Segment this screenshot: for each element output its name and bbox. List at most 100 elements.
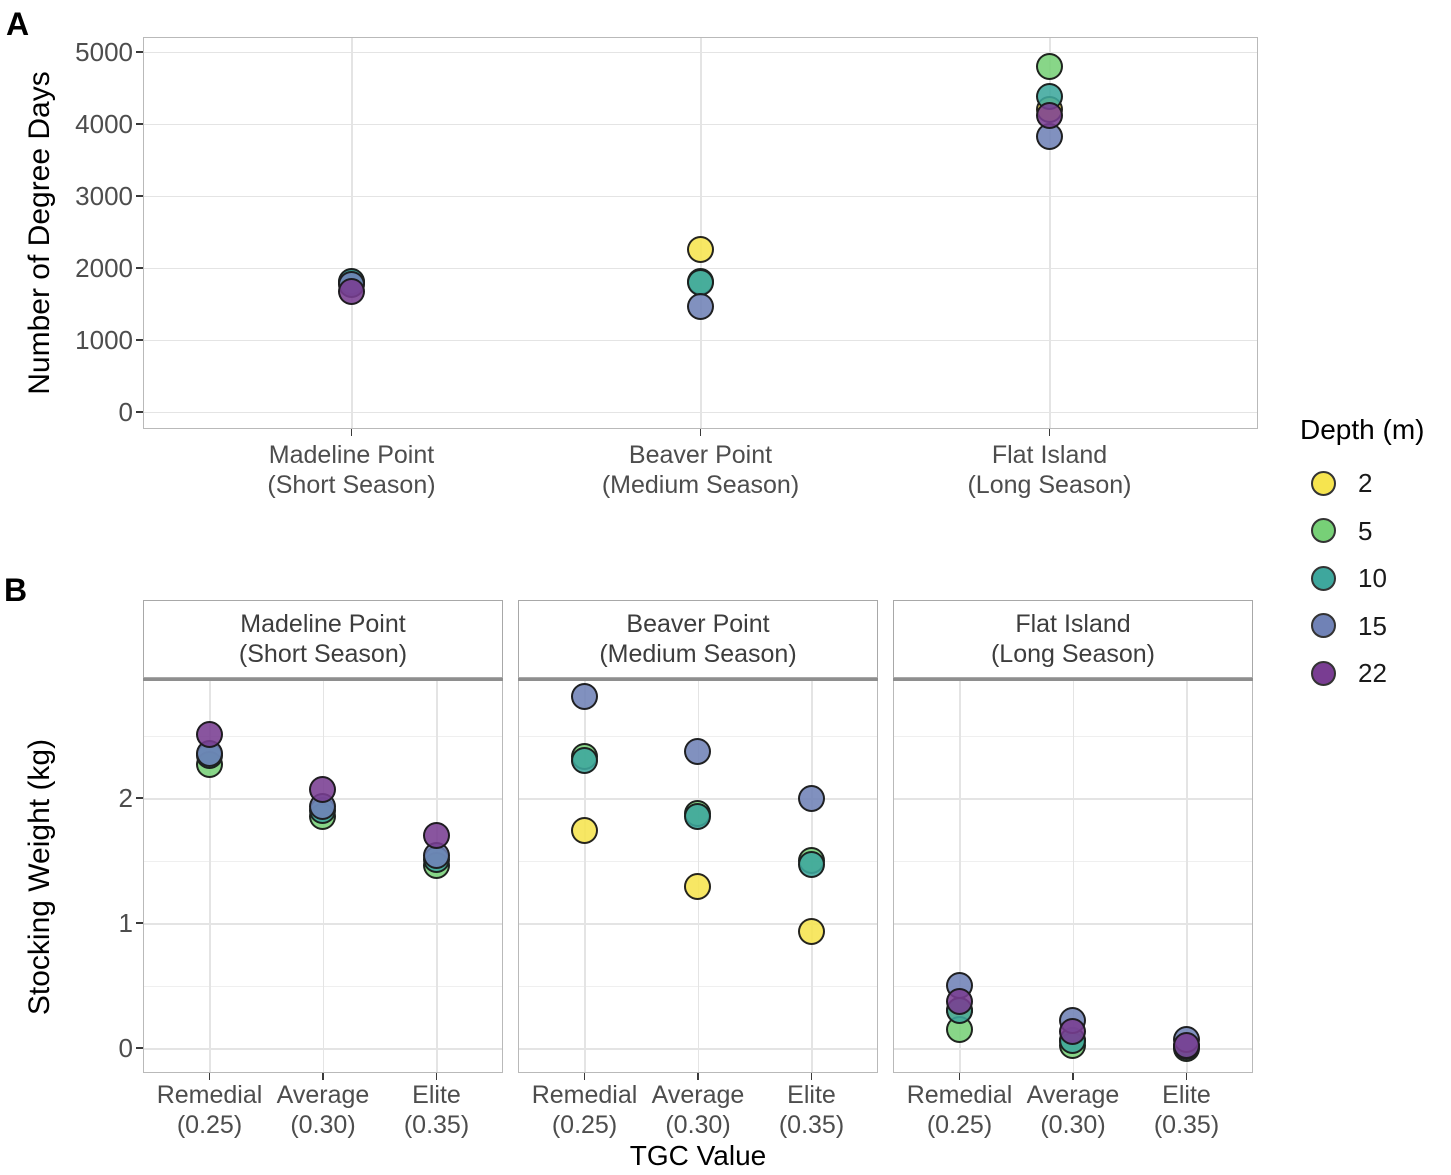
x-axis-tick xyxy=(350,429,353,436)
y-axis-tick-label: 1 xyxy=(118,908,133,938)
legend-label: 22 xyxy=(1358,658,1387,688)
data-point-depth-15 xyxy=(797,784,825,812)
data-point-depth-22 xyxy=(337,278,365,306)
panel-b-x-category-label-line: (0.25) xyxy=(176,1111,243,1139)
panel-b-x-category-label-line: Elite xyxy=(1162,1081,1211,1109)
panel-b-x-category-label: Remedial (0.25) xyxy=(870,1080,1050,1140)
gridline-major-vertical xyxy=(584,681,586,1072)
facet-strip-label-line: Flat Island xyxy=(1015,610,1131,638)
panel-b-x-category-label: Remedial (0.25) xyxy=(495,1080,675,1140)
y-axis-tick-label: 1000 xyxy=(75,325,133,355)
data-point-depth-15 xyxy=(684,738,711,766)
data-point-depth-22 xyxy=(422,822,450,849)
panel-b-x-category-label-line: Average xyxy=(276,1081,370,1109)
legend-label: 2 xyxy=(1358,468,1373,498)
panel-a-x-category-label-line: (Long Season) xyxy=(967,471,1132,499)
y-axis-tick-label: 0 xyxy=(118,397,133,427)
panel-b-facet-plot-area xyxy=(518,681,878,1073)
y-axis-tick-label: 0 xyxy=(118,1033,133,1063)
data-point-depth-2 xyxy=(684,873,711,901)
panel-b-x-category-label-line: Elite xyxy=(787,1081,836,1109)
facet-strip-bottom-bar xyxy=(518,677,878,682)
legend-swatch-depth-22 xyxy=(1311,660,1336,686)
panel-b-x-category-label-line: Remedial xyxy=(156,1081,263,1109)
panel-b-x-category-label: Average (0.30) xyxy=(233,1080,413,1140)
data-point-depth-22 xyxy=(1059,1018,1086,1046)
gridline-major-vertical xyxy=(322,681,324,1072)
y-axis-tick xyxy=(136,51,143,53)
panel-b-x-category-label-line: (0.25) xyxy=(926,1111,993,1139)
panel-b-x-category-label-line: Remedial xyxy=(906,1081,1013,1109)
facet-strip-label: Beaver Point (Medium Season) xyxy=(518,600,878,678)
y-axis-tick-label: 4000 xyxy=(75,109,133,139)
gridline-major-vertical xyxy=(959,681,961,1072)
y-axis-tick-label: 2 xyxy=(118,783,133,813)
panel-b-x-category-label: Remedial (0.25) xyxy=(120,1080,300,1140)
panel-b-x-axis-title: TGC Value xyxy=(629,1140,767,1171)
panel-b-letter: B xyxy=(4,572,28,608)
y-axis-tick xyxy=(136,411,143,413)
panel-b-x-category-label: Average (0.30) xyxy=(983,1080,1163,1140)
panel-b-x-category-label-line: (0.35) xyxy=(1153,1111,1220,1139)
y-axis-tick xyxy=(136,1047,143,1049)
facet-strip-label-line: (Long Season) xyxy=(990,640,1155,668)
panel-b-facet-plot-area xyxy=(893,681,1253,1073)
panel-b-x-category-label-line: (0.25) xyxy=(551,1111,618,1139)
x-axis-tick xyxy=(322,1073,324,1080)
facet-strip-label: Madeline Point (Short Season) xyxy=(143,600,503,678)
panel-b-x-category-label-line: (0.30) xyxy=(665,1111,731,1139)
y-axis-tick-label: 5000 xyxy=(75,37,133,67)
data-point-depth-10 xyxy=(797,850,825,878)
x-axis-tick xyxy=(958,1073,961,1080)
legend-swatch-depth-2 xyxy=(1311,470,1336,496)
x-axis-tick xyxy=(435,1073,438,1080)
y-axis-tick-label: 2000 xyxy=(75,253,133,283)
panel-a-x-category-label-line: Flat Island xyxy=(991,441,1108,469)
data-point-depth-22 xyxy=(309,775,336,803)
data-point-depth-2 xyxy=(797,918,825,946)
data-point-depth-22 xyxy=(945,988,973,1016)
facet-strip-bottom-bar xyxy=(893,677,1253,682)
panel-b-x-category-label-line: (0.35) xyxy=(403,1111,470,1139)
panel-a-x-category-label: Beaver Point (Medium Season) xyxy=(521,440,881,500)
facet-strip-label-line: (Medium Season) xyxy=(599,640,797,668)
data-point-depth-22 xyxy=(195,720,223,748)
y-axis-tick xyxy=(136,797,143,799)
x-axis-tick xyxy=(583,1073,586,1080)
panel-b-x-category-label-line: Average xyxy=(1026,1081,1120,1109)
data-point-depth-10 xyxy=(686,269,714,297)
gridline-major-vertical xyxy=(700,38,702,428)
panel-b-x-category-label-line: Remedial xyxy=(531,1081,638,1109)
x-axis-tick xyxy=(1185,1073,1188,1080)
data-point-depth-22 xyxy=(1035,102,1063,130)
legend-swatch-depth-10 xyxy=(1311,565,1336,591)
x-axis-tick xyxy=(699,429,702,436)
x-axis-tick xyxy=(1048,429,1051,436)
gridline-major-vertical xyxy=(1072,681,1074,1072)
facet-strip-bottom-bar xyxy=(143,677,503,682)
panel-a-x-category-label-line: Beaver Point xyxy=(628,441,773,469)
legend-label: 5 xyxy=(1358,515,1373,546)
panel-b-x-category-label: Elite (0.35) xyxy=(1097,1080,1277,1140)
panel-b-x-category-label-line: Elite xyxy=(412,1081,461,1109)
data-point-depth-2 xyxy=(570,817,598,844)
legend-label: 15 xyxy=(1358,610,1387,641)
panel-b-x-category-label-line: Average xyxy=(651,1081,745,1109)
panel-a-x-category-label-line: (Short Season) xyxy=(267,471,436,499)
x-axis-tick xyxy=(697,1073,699,1080)
legend-swatch-depth-5 xyxy=(1311,518,1336,543)
panel-b-x-category-label-line: (0.30) xyxy=(290,1111,356,1139)
data-point-depth-2 xyxy=(686,235,714,263)
facet-strip-label-line: (Short Season) xyxy=(238,640,408,668)
panel-a-letter: A xyxy=(6,6,30,42)
legend-label: 10 xyxy=(1358,563,1387,593)
y-axis-tick xyxy=(136,267,143,269)
y-axis-tick xyxy=(136,922,143,924)
x-axis-tick xyxy=(208,1073,211,1080)
panel-b-x-category-label-line: (0.30) xyxy=(1040,1111,1106,1139)
x-axis-tick xyxy=(810,1073,813,1080)
gridline-major-vertical xyxy=(351,38,353,428)
data-point-depth-5 xyxy=(1035,53,1063,81)
panel-b-x-category-label: Elite (0.35) xyxy=(722,1080,902,1140)
